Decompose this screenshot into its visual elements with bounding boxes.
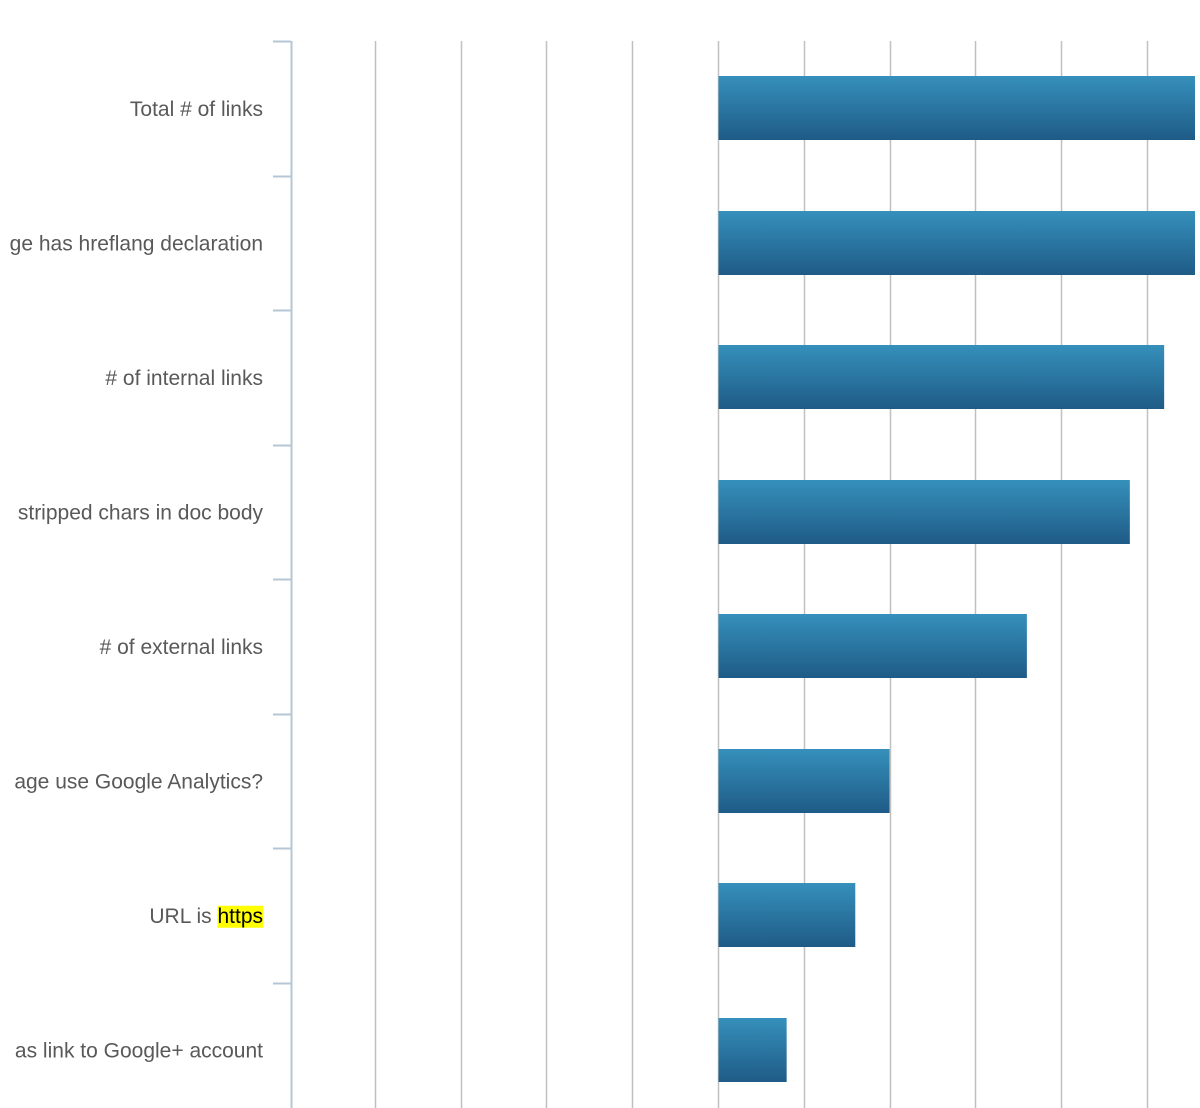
- highlighted-text: https: [217, 905, 263, 928]
- category-labels: Total # of links ge has hreflang declarat…: [10, 98, 264, 1063]
- category-label: ge has hreflang declaration: [10, 232, 263, 255]
- bar: [718, 1018, 787, 1082]
- category-label: # of external links: [100, 636, 263, 659]
- text-highlight: [217, 905, 263, 928]
- category-label: Total # of links: [130, 98, 263, 121]
- bar: [718, 480, 1130, 544]
- bar: [718, 749, 890, 813]
- bar: [718, 345, 1165, 409]
- bars: [718, 76, 1195, 1082]
- bar: [718, 211, 1195, 275]
- bar: [718, 614, 1027, 678]
- category-axis: [273, 40, 293, 1108]
- gridlines: [374, 41, 1149, 1108]
- category-label: as link to Google+ account: [15, 1039, 263, 1062]
- category-label-text: URL is: [149, 905, 217, 928]
- category-label: age use Google Analytics?: [14, 770, 263, 793]
- bar: [718, 883, 856, 947]
- bar: [718, 76, 1195, 140]
- category-label: URL is https: [149, 905, 263, 928]
- category-label: stripped chars in doc body: [18, 501, 264, 524]
- category-label: # of internal links: [105, 367, 263, 390]
